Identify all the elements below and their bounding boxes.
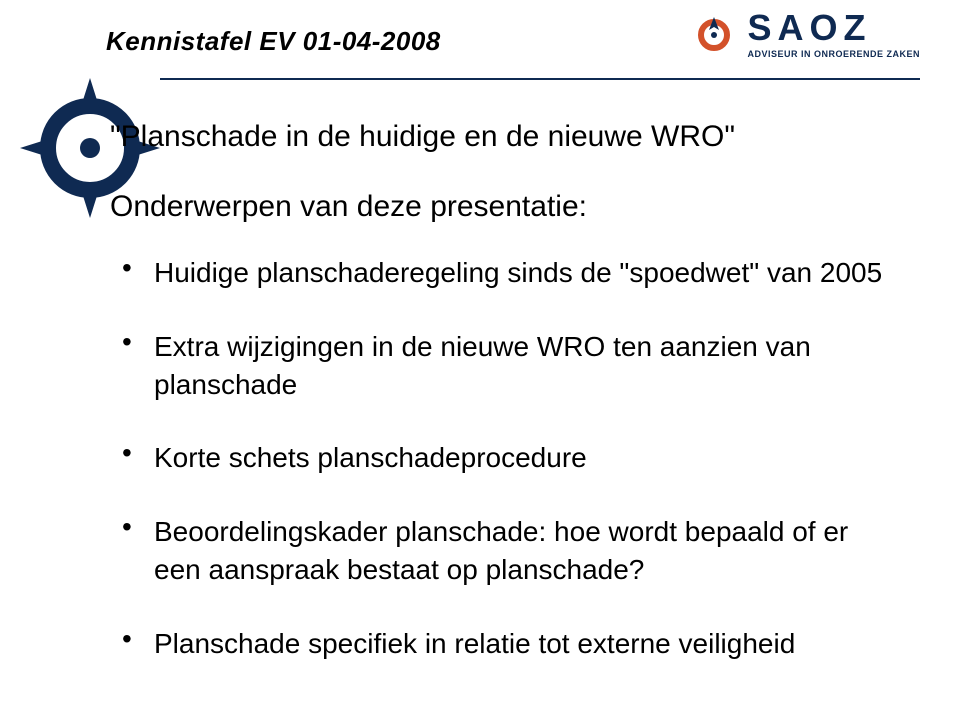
slide-title: "Planschade in de huidige en de nieuwe W… <box>110 120 900 154</box>
header-divider <box>160 78 920 80</box>
list-item: Korte schets planschadeprocedure <box>110 439 900 477</box>
logo: SAOZ ADVISEUR IN ONROERENDE ZAKEN <box>691 10 920 59</box>
bullet-text: Beoordelingskader planschade: hoe wordt … <box>154 516 848 585</box>
slide: Kennistafel EV 01-04-2008 SAOZ ADVISEUR … <box>0 0 960 716</box>
bullet-text: Extra wijzigingen in de nieuwe WRO ten a… <box>154 331 811 400</box>
bullet-list: Huidige planschaderegeling sinds de "spo… <box>110 254 900 663</box>
bullet-text: Korte schets planschadeprocedure <box>154 442 587 473</box>
logo-text: SAOZ ADVISEUR IN ONROERENDE ZAKEN <box>747 10 920 59</box>
bullet-text: Huidige planschaderegeling sinds de "spo… <box>154 257 882 288</box>
list-item: Beoordelingskader planschade: hoe wordt … <box>110 513 900 589</box>
list-item: Planschade specifiek in relatie tot exte… <box>110 625 900 663</box>
content-area: "Planschade in de huidige en de nieuwe W… <box>110 120 900 699</box>
list-item: Extra wijzigingen in de nieuwe WRO ten a… <box>110 328 900 404</box>
logo-mark-icon <box>691 12 737 58</box>
bullet-text: Planschade specifiek in relatie tot exte… <box>154 628 795 659</box>
header-title: Kennistafel EV 01-04-2008 <box>106 26 441 57</box>
logo-main-text: SAOZ <box>747 10 871 46</box>
logo-sub-text: ADVISEUR IN ONROERENDE ZAKEN <box>747 50 920 59</box>
list-item: Huidige planschaderegeling sinds de "spo… <box>110 254 900 292</box>
sub-heading: Onderwerpen van deze presentatie: <box>110 190 900 224</box>
